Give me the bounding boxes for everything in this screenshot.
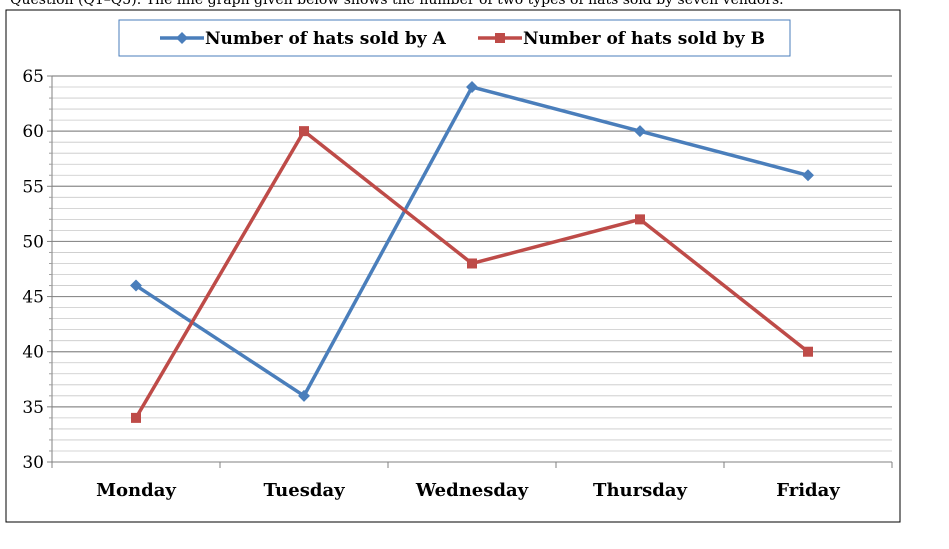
data-point-marker xyxy=(131,412,141,423)
series-b xyxy=(131,126,813,423)
x-category-label: Friday xyxy=(776,480,840,501)
x-category-label: Wednesday xyxy=(415,480,529,501)
y-tick-label: 45 xyxy=(22,288,44,308)
x-category-label: Thursday xyxy=(593,480,687,501)
legend-label: Number of hats sold by B xyxy=(523,29,765,49)
data-point-marker xyxy=(466,81,478,94)
legend-box xyxy=(118,19,791,57)
legend-marker xyxy=(495,33,505,43)
series-a xyxy=(130,81,814,402)
y-tick-label: 60 xyxy=(22,122,44,142)
legend: Number of hats sold by A Number of hats s… xyxy=(118,19,791,57)
data-point-marker xyxy=(803,346,813,357)
data-point-marker xyxy=(467,258,477,269)
data-point-marker xyxy=(130,279,142,292)
data-point-marker xyxy=(298,389,310,402)
legend-marker xyxy=(176,32,188,44)
y-tick-label: 35 xyxy=(22,398,44,418)
x-category-label: Monday xyxy=(96,480,176,501)
legend-label: Number of hats sold by A xyxy=(205,29,447,49)
x-category-label: Tuesday xyxy=(263,480,345,501)
legend-item-b: Number of hats sold by B xyxy=(478,29,765,49)
y-tick-label: 55 xyxy=(22,177,44,197)
legend-item-a: Number of hats sold by A xyxy=(160,29,447,49)
data-point-marker xyxy=(635,214,645,225)
y-tick-label: 65 xyxy=(22,67,44,87)
chart-frame xyxy=(5,9,901,523)
y-axis-ticks: 30 35 40 45 50 55 60 65 xyxy=(22,67,52,473)
series-layer xyxy=(130,81,814,423)
y-tick-label: 30 xyxy=(22,453,44,473)
data-point-marker xyxy=(802,169,814,182)
x-axis-ticks: Monday Tuesday Wednesday Thursday Friday xyxy=(51,462,893,501)
data-point-marker xyxy=(634,125,646,138)
data-point-marker xyxy=(299,126,309,137)
axes xyxy=(51,76,892,463)
y-tick-label: 50 xyxy=(22,232,44,252)
y-tick-label: 40 xyxy=(22,343,44,363)
cut-off-question-text: Question (Q1–Q5): The line graph given b… xyxy=(10,0,784,8)
